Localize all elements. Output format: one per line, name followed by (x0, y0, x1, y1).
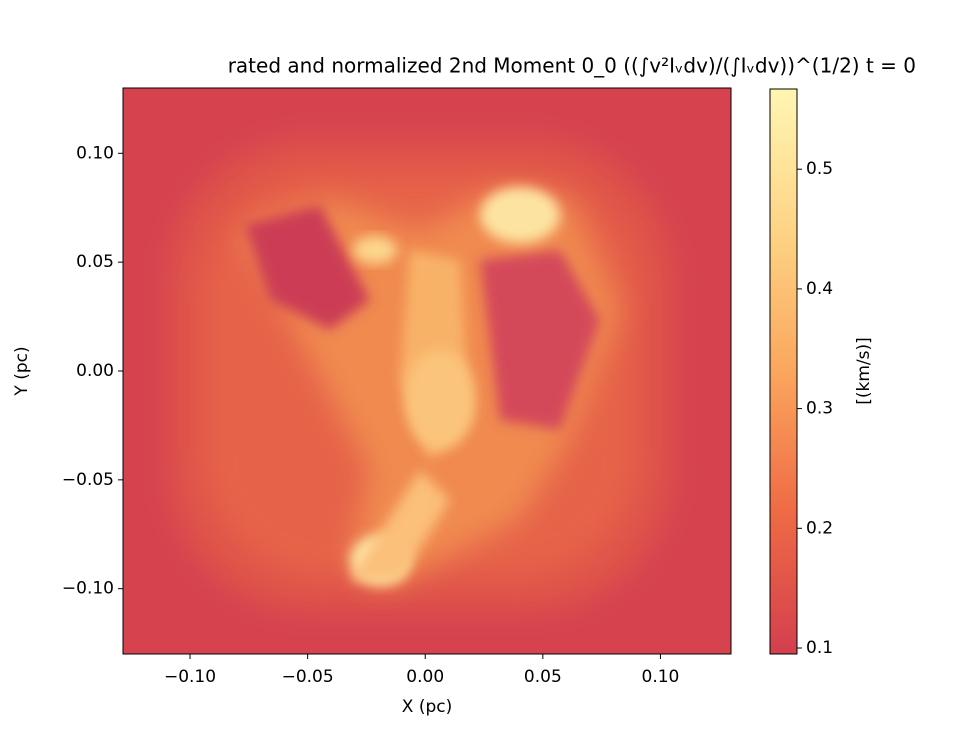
colorbar-tick-label: 0.4 (806, 279, 833, 299)
image (123, 88, 731, 654)
y-tick-label: 0.05 (76, 252, 114, 272)
colorbar (769, 88, 798, 655)
colorbar-tick-label: 0.3 (806, 399, 833, 419)
y-tick-label: −0.05 (62, 470, 114, 490)
x-tick-label: −0.05 (282, 667, 334, 687)
x-tick-label: 0.00 (406, 667, 444, 687)
y-tick-label: −0.10 (62, 579, 114, 599)
y-tick-label: 0.10 (76, 143, 114, 163)
y-tick-label: 0.00 (76, 361, 114, 381)
colorbar-tick-label: 0.1 (806, 638, 833, 658)
colorbar-tick-label: 0.5 (806, 159, 833, 179)
colorbar-tick-label: 0.2 (806, 518, 833, 538)
x-axis-label: X (pc) (402, 697, 452, 717)
x-tick-label: −0.10 (164, 667, 216, 687)
y-axis-label: Y (pc) (12, 346, 32, 396)
x-tick-label: 0.10 (642, 667, 680, 687)
x-tick-label: 0.05 (524, 667, 562, 687)
chart-title: rated and normalized 2nd Moment 0_0 ((∫v… (228, 54, 916, 78)
colorbar-label: [(km/s)] (854, 337, 874, 405)
